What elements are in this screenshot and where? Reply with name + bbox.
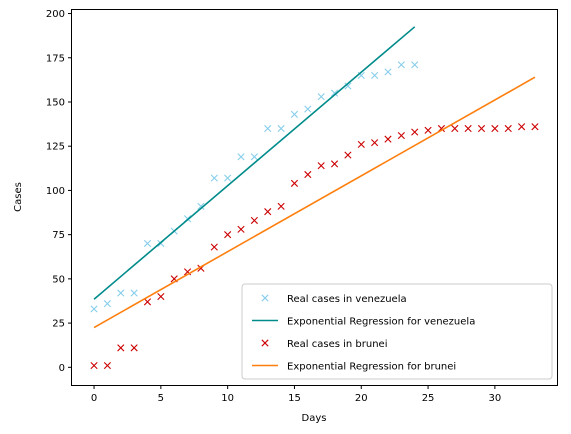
- data-point: [411, 61, 419, 69]
- x-axis-label: Days: [302, 413, 327, 424]
- data-point: [317, 93, 325, 101]
- data-point: [504, 124, 512, 133]
- data-point: [264, 124, 272, 133]
- legend-entry: Real cases in brunei: [287, 339, 387, 350]
- data-point: [371, 71, 379, 80]
- data-point: [424, 126, 432, 134]
- legend-entry: Real cases in venezuela: [287, 294, 407, 305]
- plot-marks: [90, 26, 539, 370]
- legend: Real cases in venezuela Exponential Regre…: [241, 283, 553, 380]
- x-tick-label: 25: [422, 393, 435, 404]
- data-point: [290, 110, 299, 118]
- data-point: [237, 225, 245, 233]
- data-point: [117, 289, 125, 297]
- data-point: [464, 124, 472, 133]
- data-point: [371, 139, 379, 147]
- data-point: [103, 300, 111, 308]
- data-point: [477, 124, 486, 133]
- data-point: [397, 61, 405, 69]
- x-tick-label: 15: [288, 393, 301, 404]
- data-point: [397, 132, 405, 140]
- data-point: [357, 140, 365, 149]
- data-point: [157, 292, 165, 301]
- y-tick-label: 125: [46, 142, 65, 153]
- data-point: [210, 243, 218, 251]
- data-point: [130, 289, 138, 297]
- x-tick-label: 20: [355, 393, 368, 404]
- x-tick-label: 10: [221, 393, 234, 404]
- y-tick-label: 175: [46, 53, 65, 64]
- data-point: [250, 216, 258, 225]
- data-point: [277, 124, 285, 133]
- data-point: [277, 202, 285, 210]
- legend-swatch: [261, 339, 269, 347]
- data-point: [304, 105, 312, 113]
- data-point: [411, 128, 419, 136]
- y-tick-label: 100: [46, 186, 65, 197]
- data-point: [224, 174, 232, 182]
- y-tick-label: 0: [59, 363, 65, 374]
- data-point: [210, 174, 218, 182]
- data-point: [317, 162, 325, 170]
- data-point: [117, 344, 125, 352]
- y-tick-label: 75: [52, 230, 65, 241]
- series-line-3: [93, 76, 536, 329]
- data-point: [143, 298, 152, 306]
- data-point: [250, 153, 258, 161]
- data-point: [344, 82, 352, 90]
- y-axis-label: Cases: [13, 182, 24, 212]
- y-axis: 0 25 50 75 100 125 150 175 200: [46, 9, 72, 374]
- x-tick-label: 0: [91, 393, 97, 404]
- x-tick-label: 30: [489, 393, 502, 404]
- data-point: [344, 151, 352, 159]
- data-point: [531, 123, 539, 131]
- data-point: [197, 202, 205, 210]
- legend-entry: Exponential Regression for brunei: [287, 362, 456, 373]
- plot-frame: [71, 9, 558, 386]
- y-tick-label: 50: [52, 274, 65, 285]
- y-tick-label: 200: [46, 9, 65, 20]
- data-point: [264, 208, 272, 216]
- legend-swatch: [261, 294, 269, 302]
- data-point: [224, 231, 232, 239]
- x-axis: 0 5 10 15 20 25 30: [91, 385, 501, 404]
- data-point: [130, 344, 138, 352]
- data-point: [237, 153, 245, 161]
- y-tick-label: 150: [46, 97, 65, 108]
- data-point: [90, 305, 98, 313]
- data-point: [491, 124, 499, 133]
- data-point: [304, 170, 312, 179]
- data-point: [384, 68, 392, 76]
- series-line-1: [93, 26, 416, 300]
- data-point: [103, 361, 111, 370]
- data-point: [451, 124, 459, 133]
- x-tick-label: 5: [158, 393, 164, 404]
- data-point: [143, 239, 152, 248]
- legend-box: [241, 283, 553, 380]
- legend-entry: Exponential Regression for venezuela: [287, 317, 475, 328]
- data-point: [90, 361, 98, 370]
- data-point: [518, 123, 526, 131]
- data-point: [330, 89, 339, 97]
- data-point: [330, 160, 339, 168]
- data-point: [290, 179, 299, 187]
- y-tick-label: 25: [52, 319, 65, 330]
- data-point: [384, 135, 392, 143]
